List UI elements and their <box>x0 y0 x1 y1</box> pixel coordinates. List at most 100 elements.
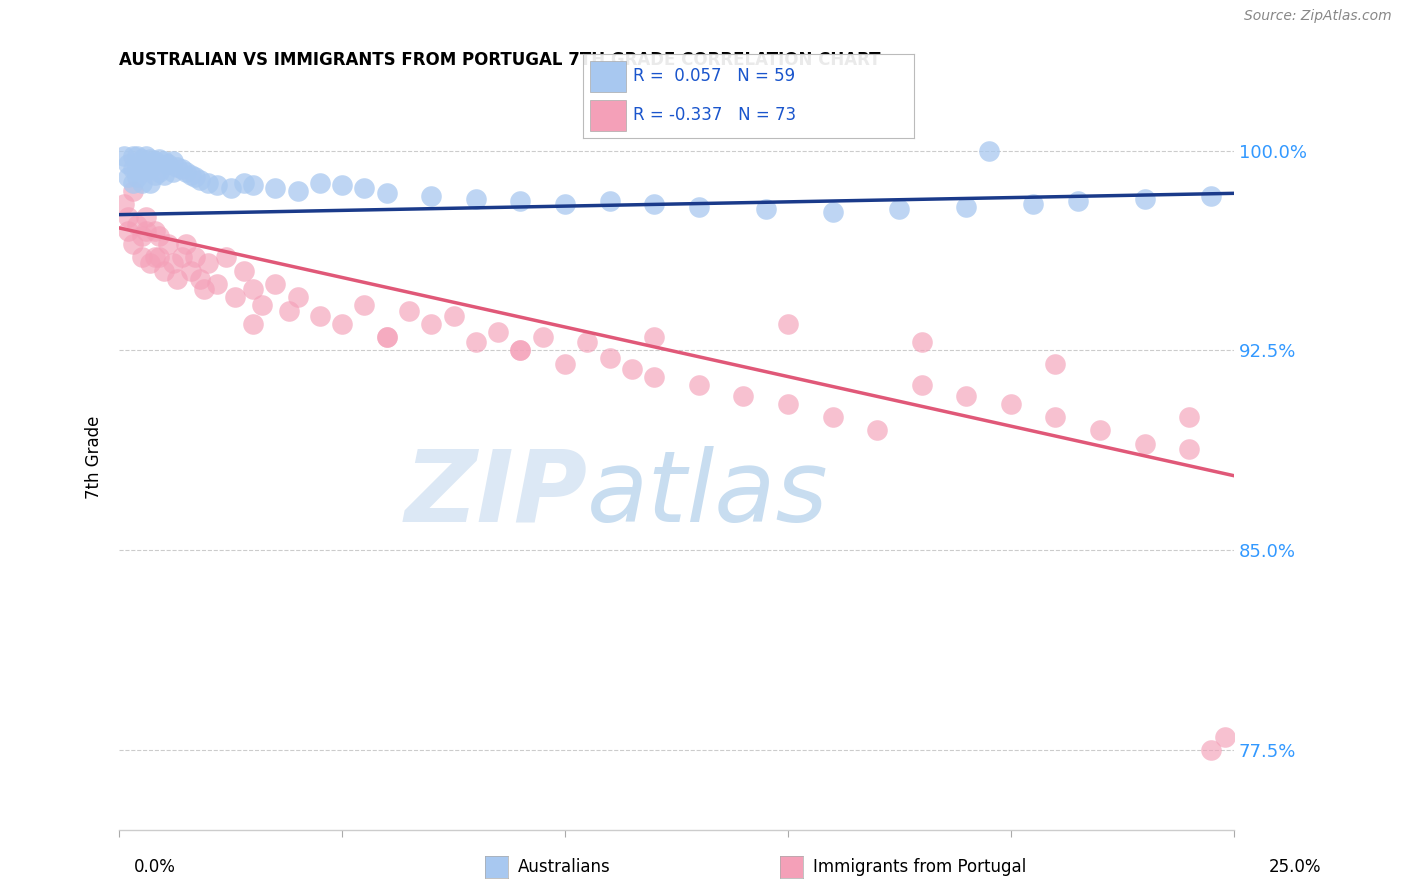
Point <box>135 224 157 238</box>
Text: 0.0%: 0.0% <box>134 858 176 876</box>
Point <box>197 255 219 269</box>
Point <box>170 250 193 264</box>
Point <box>599 351 621 366</box>
Point <box>117 170 139 185</box>
Point <box>576 335 599 350</box>
FancyBboxPatch shape <box>591 62 627 92</box>
Point <box>174 165 197 179</box>
Point <box>131 250 153 264</box>
Point <box>242 317 264 331</box>
Point <box>131 162 153 177</box>
Point <box>139 255 162 269</box>
Point <box>776 397 799 411</box>
Point <box>157 157 180 171</box>
Point <box>207 178 229 193</box>
Point <box>188 271 211 285</box>
Point <box>889 202 911 217</box>
Point <box>420 317 443 331</box>
Point <box>911 335 934 350</box>
Point <box>464 335 486 350</box>
Point <box>170 162 193 177</box>
Point <box>353 298 375 312</box>
Point <box>131 152 153 166</box>
Point <box>599 194 621 209</box>
Point <box>866 423 889 437</box>
Point <box>121 176 143 190</box>
Point <box>131 176 153 190</box>
Point <box>911 378 934 392</box>
Point <box>375 330 398 344</box>
Point <box>153 168 176 182</box>
Point <box>148 165 170 179</box>
Point <box>143 168 166 182</box>
Point <box>219 181 242 195</box>
Point <box>250 298 273 312</box>
Point <box>180 168 202 182</box>
Text: Immigrants from Portugal: Immigrants from Portugal <box>813 858 1026 876</box>
Point <box>309 309 332 323</box>
Point <box>117 211 139 225</box>
Point <box>264 181 287 195</box>
Point <box>509 194 531 209</box>
Point <box>955 200 977 214</box>
Point <box>1067 194 1090 209</box>
Point <box>139 162 162 177</box>
Point <box>233 263 256 277</box>
Point <box>143 154 166 169</box>
Point <box>121 149 143 163</box>
Point <box>174 236 197 251</box>
Point <box>117 157 139 171</box>
Point <box>398 303 420 318</box>
Point <box>188 173 211 187</box>
Point <box>776 317 799 331</box>
Point <box>242 282 264 296</box>
Point <box>162 154 184 169</box>
Point <box>955 389 977 403</box>
Point <box>1000 397 1022 411</box>
Point <box>420 189 443 203</box>
Point <box>148 152 170 166</box>
Text: ZIP: ZIP <box>405 446 588 543</box>
Point <box>135 149 157 163</box>
Point <box>233 176 256 190</box>
Point <box>148 250 170 264</box>
Point <box>443 309 465 323</box>
Point <box>1133 436 1156 450</box>
Point <box>121 184 143 198</box>
Point <box>643 197 665 211</box>
Point <box>184 250 207 264</box>
Point <box>277 303 299 318</box>
Point <box>207 277 229 291</box>
Point <box>620 362 643 376</box>
Text: Source: ZipAtlas.com: Source: ZipAtlas.com <box>1244 9 1392 23</box>
Point <box>554 197 576 211</box>
Point <box>166 160 188 174</box>
Point <box>531 330 554 344</box>
Point <box>375 330 398 344</box>
Point <box>643 370 665 384</box>
Point <box>121 236 143 251</box>
Point <box>1088 423 1111 437</box>
Point <box>1178 442 1201 456</box>
Point <box>184 170 207 185</box>
Point <box>148 229 170 244</box>
Text: atlas: atlas <box>588 446 830 543</box>
Point <box>821 205 844 219</box>
Point <box>131 229 153 244</box>
Point <box>1133 192 1156 206</box>
Point <box>193 282 215 296</box>
Point <box>139 152 162 166</box>
Point <box>224 290 246 304</box>
Text: AUSTRALIAN VS IMMIGRANTS FROM PORTUGAL 7TH GRADE CORRELATION CHART: AUSTRALIAN VS IMMIGRANTS FROM PORTUGAL 7… <box>120 51 880 69</box>
FancyBboxPatch shape <box>591 100 627 130</box>
Point <box>127 170 149 185</box>
Point <box>486 325 509 339</box>
Point <box>139 176 162 190</box>
Point <box>153 154 176 169</box>
Point <box>180 263 202 277</box>
Point <box>755 202 778 217</box>
Point <box>1201 743 1223 757</box>
Text: Australians: Australians <box>517 858 610 876</box>
Point <box>287 290 309 304</box>
Point <box>330 317 353 331</box>
